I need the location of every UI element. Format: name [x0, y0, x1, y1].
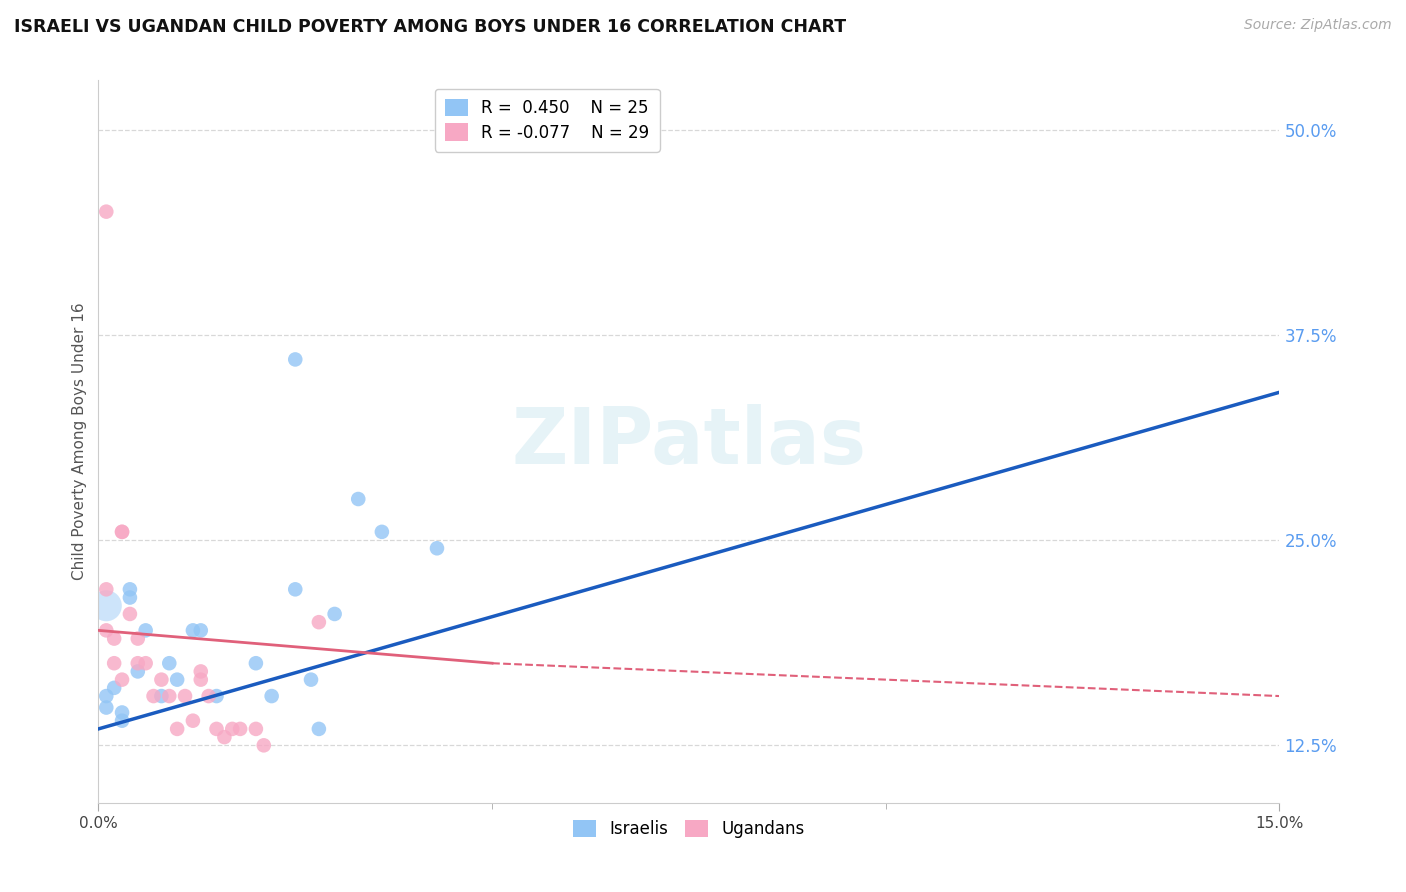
Point [111, 706, 134, 720]
Point [150, 689, 173, 703]
Point [260, 689, 283, 703]
Point [96, 599, 118, 613]
Text: ZIPatlas: ZIPatlas [512, 403, 866, 480]
Point [96, 689, 118, 703]
Point [347, 491, 370, 506]
Point [426, 837, 449, 851]
Point [323, 607, 346, 621]
Point [118, 607, 141, 621]
Point [96, 700, 118, 714]
Point [103, 632, 125, 646]
Point [190, 673, 212, 687]
Point [253, 739, 276, 753]
Point [284, 582, 307, 597]
Point [96, 582, 118, 597]
Point [308, 615, 330, 630]
Point [127, 632, 149, 646]
Point [111, 524, 134, 539]
Point [127, 657, 149, 671]
Point [245, 657, 267, 671]
Point [127, 665, 149, 679]
Point [190, 665, 212, 679]
Point [174, 689, 197, 703]
Point [166, 673, 188, 687]
Point [157, 689, 180, 703]
Legend: Israelis, Ugandans: Israelis, Ugandans [567, 814, 811, 845]
Point [118, 591, 141, 605]
Point [229, 722, 252, 736]
Y-axis label: Child Poverty Among Boys Under 16: Child Poverty Among Boys Under 16 [72, 302, 87, 581]
Point [103, 657, 125, 671]
Point [135, 624, 157, 638]
Point [426, 541, 449, 556]
Point [181, 714, 204, 728]
Point [181, 624, 204, 638]
Point [142, 689, 165, 703]
Point [111, 524, 134, 539]
Point [245, 722, 267, 736]
Point [166, 722, 188, 736]
Point [371, 524, 394, 539]
Point [96, 624, 118, 638]
Point [157, 657, 180, 671]
Point [284, 352, 307, 367]
Point [197, 689, 219, 703]
Text: ISRAELI VS UGANDAN CHILD POVERTY AMONG BOYS UNDER 16 CORRELATION CHART: ISRAELI VS UGANDAN CHILD POVERTY AMONG B… [14, 18, 846, 36]
Point [96, 204, 118, 219]
Point [190, 624, 212, 638]
Point [221, 722, 243, 736]
Point [118, 582, 141, 597]
Point [111, 714, 134, 728]
Point [103, 681, 125, 695]
Point [205, 722, 228, 736]
Point [214, 730, 236, 744]
Point [150, 673, 173, 687]
Point [111, 673, 134, 687]
Point [135, 657, 157, 671]
Text: Source: ZipAtlas.com: Source: ZipAtlas.com [1244, 18, 1392, 32]
Point [205, 689, 228, 703]
Point [299, 673, 322, 687]
Point [308, 722, 330, 736]
